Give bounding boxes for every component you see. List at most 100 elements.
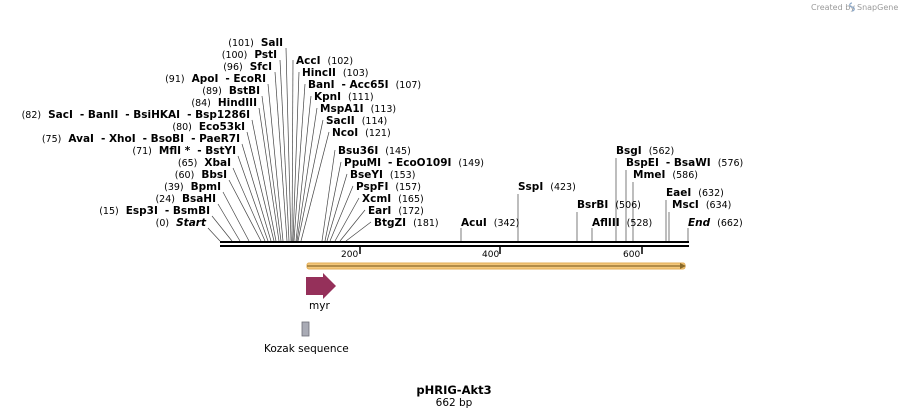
site-pspFI-position: (157) — [395, 182, 421, 193]
site-label-salI[interactable]: (101) SalI — [228, 37, 283, 49]
site-sacI-position: (82) — [22, 110, 42, 121]
site-salI-name: SalI — [261, 37, 283, 49]
site-bsu36I-name: Bsu36I — [338, 145, 378, 157]
site-label-mflI[interactable]: (71) MflI * - BstYI — [132, 145, 236, 157]
site-label-sacI[interactable]: (82) SacI - BanII - BsiHKAI - Bsp1286I — [22, 109, 250, 121]
site-pspFI-name: PspFI — [356, 181, 388, 193]
map-length: 662 bp — [436, 397, 473, 409]
leader-line-left-2 — [274, 71, 288, 242]
site-ppuMI-name: - EcoO109I — [388, 157, 451, 169]
site-bpmI-name: BpmI — [191, 181, 221, 193]
site-label-xcmI[interactable]: XcmI (165) — [362, 193, 424, 205]
site-label-eaeI[interactable]: EaeI (632) — [666, 187, 724, 199]
site-start-name: Start — [176, 217, 207, 229]
site-label-bstBI[interactable]: (89) BstBI — [202, 85, 260, 97]
site-label-sacII[interactable]: SacII (114) — [326, 115, 387, 127]
site-bspEI-name: - BsaWI — [666, 157, 711, 169]
leader-line-mid-9 — [326, 173, 348, 242]
site-btgZI-position: (181) — [413, 218, 439, 229]
site-label-ncoI[interactable]: NcoI (121) — [332, 127, 391, 139]
site-mmeI-name: MmeI — [633, 169, 665, 181]
site-label-banI[interactable]: BanI - Acc65I (107) — [308, 79, 421, 91]
site-label-end[interactable]: End (662) — [688, 217, 743, 229]
site-label-acuI[interactable]: AcuI (342) — [461, 217, 519, 229]
site-end-position: (662) — [717, 218, 743, 229]
site-label-avaI[interactable]: (75) AvaI - XhoI - BsoBI - PaeR7I — [42, 133, 240, 145]
site-avaI-name: AvaI — [68, 133, 94, 145]
site-banI-name: BanI — [308, 79, 334, 91]
site-kpnI-name: KpnI — [314, 91, 341, 103]
leader-line-left-10 — [232, 167, 266, 242]
leader-line-left-0 — [285, 47, 292, 242]
site-accI-position: (102) — [327, 56, 353, 67]
site-label-bsgI[interactable]: BsgI (562) — [616, 145, 674, 157]
site-label-bbsI[interactable]: (60) BbsI — [175, 169, 227, 181]
site-banI-name: - Acc65I — [341, 79, 388, 91]
site-bsrBI-name: BsrBI — [577, 199, 608, 211]
site-sacI-name: SacI — [48, 109, 73, 121]
site-hindIII-position: (84) — [191, 98, 211, 109]
site-label-start[interactable]: (0) Start — [156, 217, 207, 229]
site-label-pstI[interactable]: (100) PstI — [222, 49, 277, 61]
site-ncoI-position: (121) — [365, 128, 391, 139]
leader-line-mid-3 — [295, 95, 312, 242]
site-hindIII-name: HindIII — [218, 97, 257, 109]
site-label-eco53kI[interactable]: (80) Eco53kI — [172, 121, 245, 133]
leader-line-mid-5 — [297, 119, 324, 242]
site-label-bsu36I[interactable]: Bsu36I (145) — [338, 145, 411, 157]
leader-line-left-5 — [258, 107, 280, 242]
credit-brand: SnapGene — [857, 3, 898, 12]
site-ppuMI-position: (149) — [458, 158, 484, 169]
site-label-mspA1I[interactable]: MspA1I (113) — [320, 103, 396, 115]
site-label-accI[interactable]: AccI (102) — [296, 55, 353, 67]
site-bbsI-name: BbsI — [201, 169, 227, 181]
leader-line-mid-13 — [345, 221, 372, 242]
ruler-label-200: 200 — [341, 250, 358, 260]
site-label-xbaI[interactable]: (65) XbaI — [178, 157, 231, 169]
myr-feature-arrow-icon[interactable] — [306, 273, 336, 299]
snapgene-logo-icon — [849, 2, 855, 12]
site-label-esp3I[interactable]: (15) Esp3I - BsmBI — [99, 205, 210, 217]
site-label-sspI[interactable]: SspI (423) — [518, 181, 576, 193]
site-label-bspEI[interactable]: BspEI - BsaWI (576) — [626, 157, 743, 169]
site-apoI-name: ApoI — [192, 73, 219, 85]
orf-arrow-icon — [680, 263, 686, 269]
site-label-kpnI[interactable]: KpnI (111) — [314, 91, 374, 103]
site-label-apoI[interactable]: (91) ApoI - EcoRI — [165, 73, 266, 85]
myr-feature-label: myr — [309, 300, 330, 312]
site-label-earI[interactable]: EarI (172) — [368, 205, 424, 217]
site-xcmI-name: XcmI — [362, 193, 391, 205]
leader-line-left-7 — [246, 131, 275, 242]
site-sspI-position: (423) — [550, 182, 576, 193]
site-label-bsaHI[interactable]: (24) BsaHI — [155, 193, 216, 205]
site-ncoI-name: NcoI — [332, 127, 358, 139]
site-eaeI-name: EaeI — [666, 187, 691, 199]
site-label-bsrBI[interactable]: BsrBI (506) — [577, 199, 641, 211]
site-esp3I-name: Esp3I — [126, 205, 158, 217]
site-apoI-position: (91) — [165, 74, 185, 85]
site-label-mscI[interactable]: MscI (634) — [672, 199, 731, 211]
kozak-feature-box[interactable] — [301, 321, 310, 337]
ruler-label-600: 600 — [623, 250, 640, 260]
leader-line-mid-6 — [300, 131, 330, 242]
site-label-bseYI[interactable]: BseYI (153) — [350, 169, 415, 181]
leader-line-mid-12 — [339, 209, 366, 242]
site-xcmI-position: (165) — [398, 194, 424, 205]
site-mflI-name: - BstYI — [197, 145, 236, 157]
site-label-bpmI[interactable]: (39) BpmI — [164, 181, 221, 193]
site-label-hindIII[interactable]: (84) HindIII — [191, 97, 257, 109]
site-mmeI-position: (586) — [672, 170, 698, 181]
site-label-aflIII[interactable]: AflIII (528) — [592, 217, 652, 229]
site-label-ppuMI[interactable]: PpuMI - EcoO109I (149) — [344, 157, 484, 169]
site-mflI-position: (71) — [132, 146, 152, 157]
site-label-hincII[interactable]: HincII (103) — [302, 67, 368, 79]
leader-line-left-11 — [228, 179, 262, 242]
site-label-sfcI[interactable]: (96) SfcI — [223, 61, 272, 73]
site-mspA1I-name: MspA1I — [320, 103, 364, 115]
site-label-pspFI[interactable]: PspFI (157) — [356, 181, 421, 193]
left-enzyme-labels: (101) SalI (100) PstI (96) SfcI (91) ApoI - E… — [22, 37, 283, 229]
site-bspEI-position: (576) — [718, 158, 744, 169]
site-label-btgZI[interactable]: BtgZI (181) — [374, 217, 439, 229]
site-label-mmeI[interactable]: MmeI (586) — [633, 169, 698, 181]
site-bbsI-position: (60) — [175, 170, 195, 181]
